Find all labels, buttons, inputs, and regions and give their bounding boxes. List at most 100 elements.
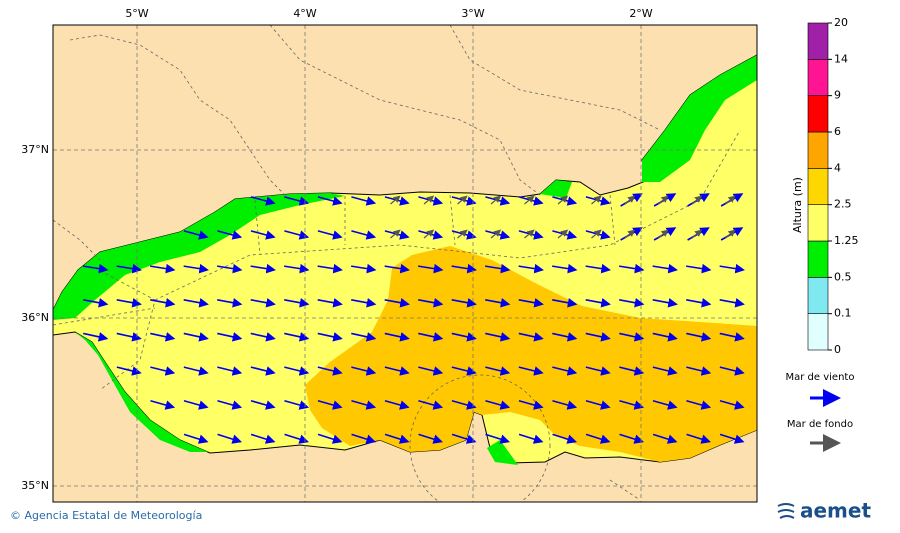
wind-wave-arrow [518, 298, 544, 308]
swell-arrow [624, 229, 636, 239]
wind-wave-arrow [451, 263, 477, 274]
wind-wave-arrow [384, 332, 410, 342]
wind-wave-arrow [250, 399, 276, 410]
wind-wave-arrow [585, 399, 611, 410]
wind-wave-arrow [183, 230, 209, 240]
wind-wave-arrow [284, 399, 310, 410]
wind-wave-arrow [384, 298, 410, 308]
wind-wave-arrow [619, 263, 645, 274]
wind-wave-arrow [217, 433, 242, 444]
wind-wave-arrow [284, 196, 310, 206]
wind-wave-arrow [217, 399, 243, 410]
arrow-layer [83, 193, 745, 444]
wind-wave-arrow [250, 366, 276, 376]
wind-wave-arrow [116, 366, 142, 376]
wind-wave-arrow [719, 298, 745, 308]
colorbar-segment [807, 131, 829, 169]
wind-wave-arrow [686, 263, 712, 274]
wind-wave-arrow [652, 366, 678, 376]
wind-wave-arrow [552, 399, 578, 410]
colorbar-segment [807, 22, 829, 60]
wind-wave-arrow [418, 332, 444, 342]
wind-wave-arrow [250, 433, 276, 444]
lon-label: 3°W [461, 7, 484, 20]
wind-wave-arrow [384, 399, 410, 410]
colorbar-segment [807, 277, 829, 314]
lat-label: 35°N [21, 479, 49, 492]
wind-wave-arrow [552, 332, 578, 342]
wind-wave-arrow [418, 399, 444, 410]
wind-wave-arrow [284, 230, 310, 240]
wind-wave-arrow [485, 298, 511, 308]
swell-arrow [524, 229, 535, 239]
swell-arrow [490, 195, 502, 205]
colorbar-label: 2.5 [834, 198, 852, 211]
green-zone-cape [540, 180, 572, 198]
wind-wave-arrow [686, 298, 712, 308]
wind-wave-arrow [217, 366, 243, 376]
wind-wave-arrow [686, 332, 712, 342]
wind-wave-arrow [384, 263, 410, 274]
wind-wave-arrow [585, 298, 611, 308]
wind-wave-arrow [585, 366, 611, 376]
wind-wave-arrow [83, 298, 109, 308]
lon-label: 4°W [293, 7, 316, 20]
wind-wave-arrow [351, 399, 377, 410]
wind-wave-arrow [652, 433, 678, 444]
legend-label: Mar de fondo [787, 419, 853, 430]
wind-wave-arrow [150, 263, 176, 274]
wind-wave-arrow [652, 399, 678, 410]
wind-wave-arrow [652, 298, 678, 308]
wind-wave-arrow [183, 366, 209, 376]
wind-wave-arrow [317, 332, 343, 342]
wind-wave-arrow [518, 399, 544, 410]
wind-wave-arrow [652, 332, 678, 342]
wind-wave-arrow [585, 263, 611, 274]
wind-wave-arrow [317, 298, 343, 308]
wind-wave-arrow [116, 263, 142, 274]
swell-arrow [557, 229, 569, 239]
logo-text: aemet [800, 499, 871, 523]
wind-wave-arrow [284, 263, 310, 274]
wind-wave-arrow [451, 399, 477, 410]
green-zone-north [53, 193, 345, 320]
credit: © Agencia Estatal de Meteorología [10, 509, 202, 522]
maritime-zone [409, 374, 551, 502]
wind-wave-arrow [351, 263, 377, 274]
wind-wave-arrow [150, 399, 176, 410]
wind-wave-arrow [518, 332, 544, 342]
lon-label: 2°W [629, 7, 652, 20]
wind-wave-arrow [585, 332, 611, 342]
wind-wave-arrow [619, 366, 645, 376]
wind-wave-arrow [351, 332, 377, 342]
swell-arrow [390, 229, 401, 239]
wind-wave-arrow [552, 298, 578, 308]
wind-wave-arrow [250, 263, 276, 274]
wind-wave-arrow [451, 298, 477, 308]
wind-wave-arrow [686, 366, 712, 376]
colorbar-label: 14 [834, 52, 848, 65]
wind-wave-arrow [183, 433, 209, 444]
wind-wave-arrow [552, 263, 578, 274]
maritime-zone [53, 129, 741, 391]
swell-arrow [691, 195, 703, 205]
wind-wave-arrow [485, 433, 510, 444]
colorbar-segment [807, 240, 829, 278]
swell-arrow [457, 229, 468, 239]
legend-label: Mar de viento [786, 372, 855, 383]
wind-wave-arrow [485, 332, 511, 342]
wind-wave-arrow [518, 366, 544, 376]
lat-label: 36°N [21, 311, 49, 324]
swell-arrow [591, 195, 602, 205]
wind-wave-arrow [317, 263, 343, 274]
colorbar-segment [807, 313, 829, 351]
wind-wave-arrow [418, 263, 444, 274]
swell-arrow [624, 195, 636, 205]
wind-wave-arrow [284, 298, 310, 308]
wind-wave-arrow [250, 196, 276, 206]
wind-wave-arrow [317, 366, 343, 376]
wind-wave-arrow [619, 332, 645, 342]
wind-wave-arrow [351, 433, 376, 444]
swell-arrow [658, 229, 669, 239]
